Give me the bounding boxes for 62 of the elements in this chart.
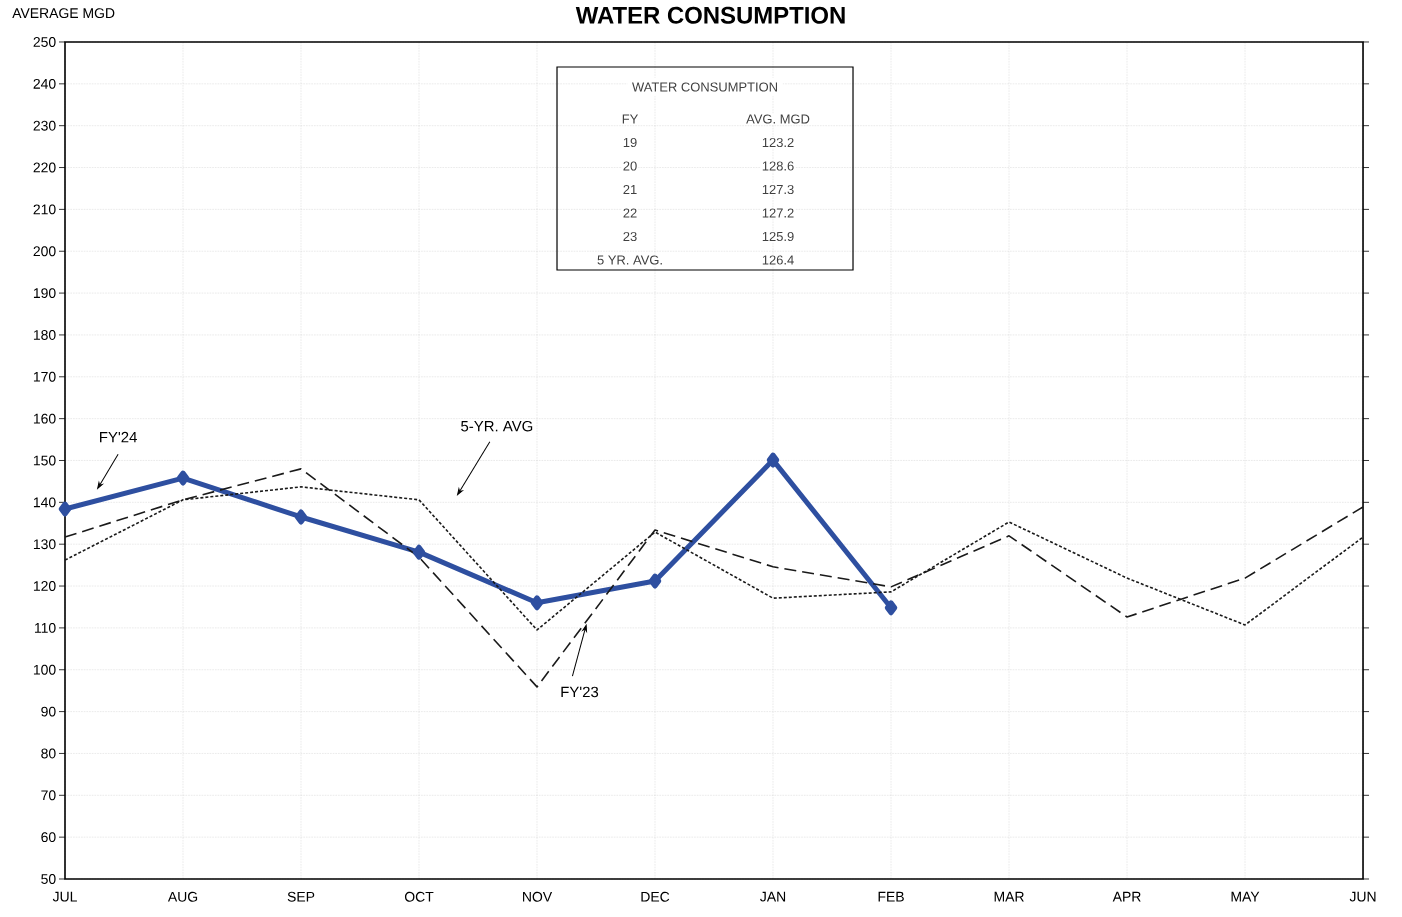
text: FY'24 <box>100 431 137 443</box>
point <box>412 544 426 560</box>
x-tick-label: SEP <box>287 891 315 902</box>
y-tick-label: 220 <box>33 162 56 173</box>
annotation: 125.9 <box>762 231 794 242</box>
annotation: 127.2 <box>762 208 794 218</box>
y-tick-label: 140 <box>33 497 56 508</box>
x-tick-label: MAR <box>994 891 1024 902</box>
y-tick-label: 130 <box>33 539 56 550</box>
y-tick-label: 250 <box>33 37 56 47</box>
x-tick-label: JUL <box>52 891 77 902</box>
annotation: 21 <box>623 184 637 195</box>
y-tick-label: 160 <box>33 413 56 424</box>
point <box>176 470 190 486</box>
point <box>530 595 544 611</box>
x-tick-label: APR <box>1112 891 1141 902</box>
y-tick-label: 180 <box>33 329 56 340</box>
chart-title: WATER CONSUMPTION <box>575 6 845 24</box>
annotation: AVG. MGD <box>746 114 810 124</box>
y-tick-label: 120 <box>33 581 56 591</box>
y-tick-label: 90 <box>41 706 56 717</box>
y-tick-label: 150 <box>33 455 56 466</box>
annotation: 123.2 <box>762 137 794 148</box>
y-axis-title: AVERAGE MGD <box>12 8 115 19</box>
annotation: 5 YR. AVG. <box>597 255 662 265</box>
annotation: 126.4 <box>762 255 794 265</box>
annotation: 20 <box>623 161 637 171</box>
point <box>648 573 662 589</box>
y-tick-label: 170 <box>33 371 56 382</box>
y-tick-label: 200 <box>33 246 56 257</box>
x-tick-label: AUG <box>167 891 198 902</box>
x-tick-label: MAY <box>1231 891 1260 902</box>
series-label: FY'23 <box>561 686 599 698</box>
point <box>766 452 780 468</box>
point <box>294 509 308 525</box>
x-tick-label: FEB <box>878 891 904 902</box>
x-tick-label: NOV <box>523 891 553 902</box>
line-series <box>64 468 1364 688</box>
y-tick-label: 50 <box>41 874 56 884</box>
y-tick-label: 190 <box>33 288 56 299</box>
x-tick-label: JUN <box>1349 891 1376 902</box>
annotation: WATER CONSUMPTION <box>632 82 777 92</box>
y-tick-label: 240 <box>33 78 56 89</box>
y-tick-label: 100 <box>33 664 56 675</box>
y-tick-label: 70 <box>41 790 56 801</box>
y-tick-label: 60 <box>41 832 56 843</box>
annotation: 22 <box>623 208 637 218</box>
annotation: 23 <box>623 231 637 242</box>
point <box>884 600 898 616</box>
annotation: 19 <box>623 137 637 148</box>
x-tick-label: JAN <box>760 891 786 902</box>
y-tick-label: 210 <box>33 204 56 215</box>
y-tick-label: 110 <box>34 622 56 633</box>
annotation: 128.6 <box>762 161 794 171</box>
y-tick-label: 230 <box>33 120 56 131</box>
text: 5-YR. AVG <box>461 420 533 432</box>
point <box>58 501 72 517</box>
x-tick-label: DEC <box>641 891 670 902</box>
annotation: FY <box>622 114 639 124</box>
annotation: 127.3 <box>762 184 794 195</box>
x-tick-label: OCT <box>404 891 434 902</box>
y-tick-label: 80 <box>41 748 56 759</box>
